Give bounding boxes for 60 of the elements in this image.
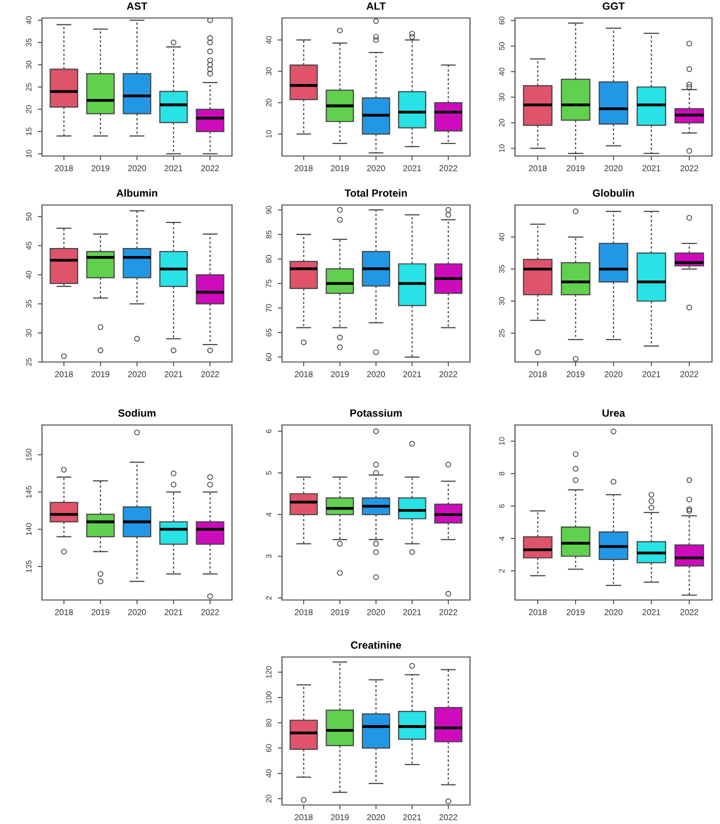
x-tick-label: 2021 [642,609,660,616]
chart-title: Albumin [116,189,158,197]
chart-title: ALT [366,2,386,10]
x-tick-label: 2022 [680,609,698,616]
x-tick-label: 2018 [294,371,313,378]
x-tick-label: 2020 [604,371,622,378]
x-tick-label: 2020 [128,371,146,378]
x-tick-label: 2020 [128,609,146,616]
x-tick-label: 2021 [164,165,182,172]
x-tick-label: 2022 [201,609,219,616]
x-tick-label: 2018 [55,371,73,378]
x-tick-label: 2022 [439,814,458,820]
x-tick-label: 2020 [128,165,146,172]
x-tick-label: 2021 [403,371,422,378]
chart-title: Urea [602,410,626,417]
x-tick-label: 2018 [55,165,73,172]
x-tick-label: 2022 [201,165,219,172]
x-tick-label: 2021 [164,371,182,378]
chart-title: Creatinine [350,641,402,649]
x-tick-label: 2021 [164,609,182,616]
x-tick-label: 2019 [566,165,584,172]
x-tick-label: 2021 [403,609,422,616]
x-tick-label: 2021 [403,165,422,172]
chart-title: GGT [602,2,625,10]
x-tick-label: 2021 [403,814,422,820]
x-tick-label: 2022 [439,165,458,172]
x-tick-label: 2020 [367,814,385,820]
x-tick-label: 2019 [330,814,349,820]
x-tick-label: 2018 [528,609,547,616]
x-tick-label: 2019 [92,165,110,172]
x-tick-label: 2021 [642,371,660,378]
x-tick-label: 2021 [642,165,660,172]
x-tick-label: 2019 [566,371,584,378]
x-tick-label: 2020 [604,165,622,172]
x-tick-label: 2018 [528,371,547,378]
x-tick-label: 2022 [439,371,458,378]
x-tick-label: 2022 [680,165,698,172]
chart-title: AST [126,2,148,10]
x-tick-label: 2019 [92,609,110,616]
x-tick-label: 2018 [294,609,313,616]
x-tick-label: 2022 [201,371,219,378]
x-tick-label: 2020 [604,609,622,616]
x-tick-label: 2018 [55,609,73,616]
x-tick-label: 2019 [330,165,349,172]
x-tick-label: 2018 [294,165,313,172]
x-tick-label: 2020 [367,609,385,616]
x-tick-label: 2020 [367,371,385,378]
chart-title: Globulin [592,189,634,197]
x-tick-label: 2020 [367,165,385,172]
x-tick-label: 2022 [680,371,698,378]
chart-title: Potassium [350,409,402,417]
x-tick-label: 2022 [439,609,458,616]
x-tick-label: 2019 [92,371,110,378]
x-tick-label: 2018 [294,814,313,820]
x-tick-label: 2019 [566,609,584,616]
x-tick-label: 2019 [330,371,349,378]
chart-title: Total Protein [344,189,407,197]
chart-title: Sodium [118,409,156,417]
x-tick-label: 2018 [528,165,547,172]
x-tick-label: 2019 [330,609,349,616]
